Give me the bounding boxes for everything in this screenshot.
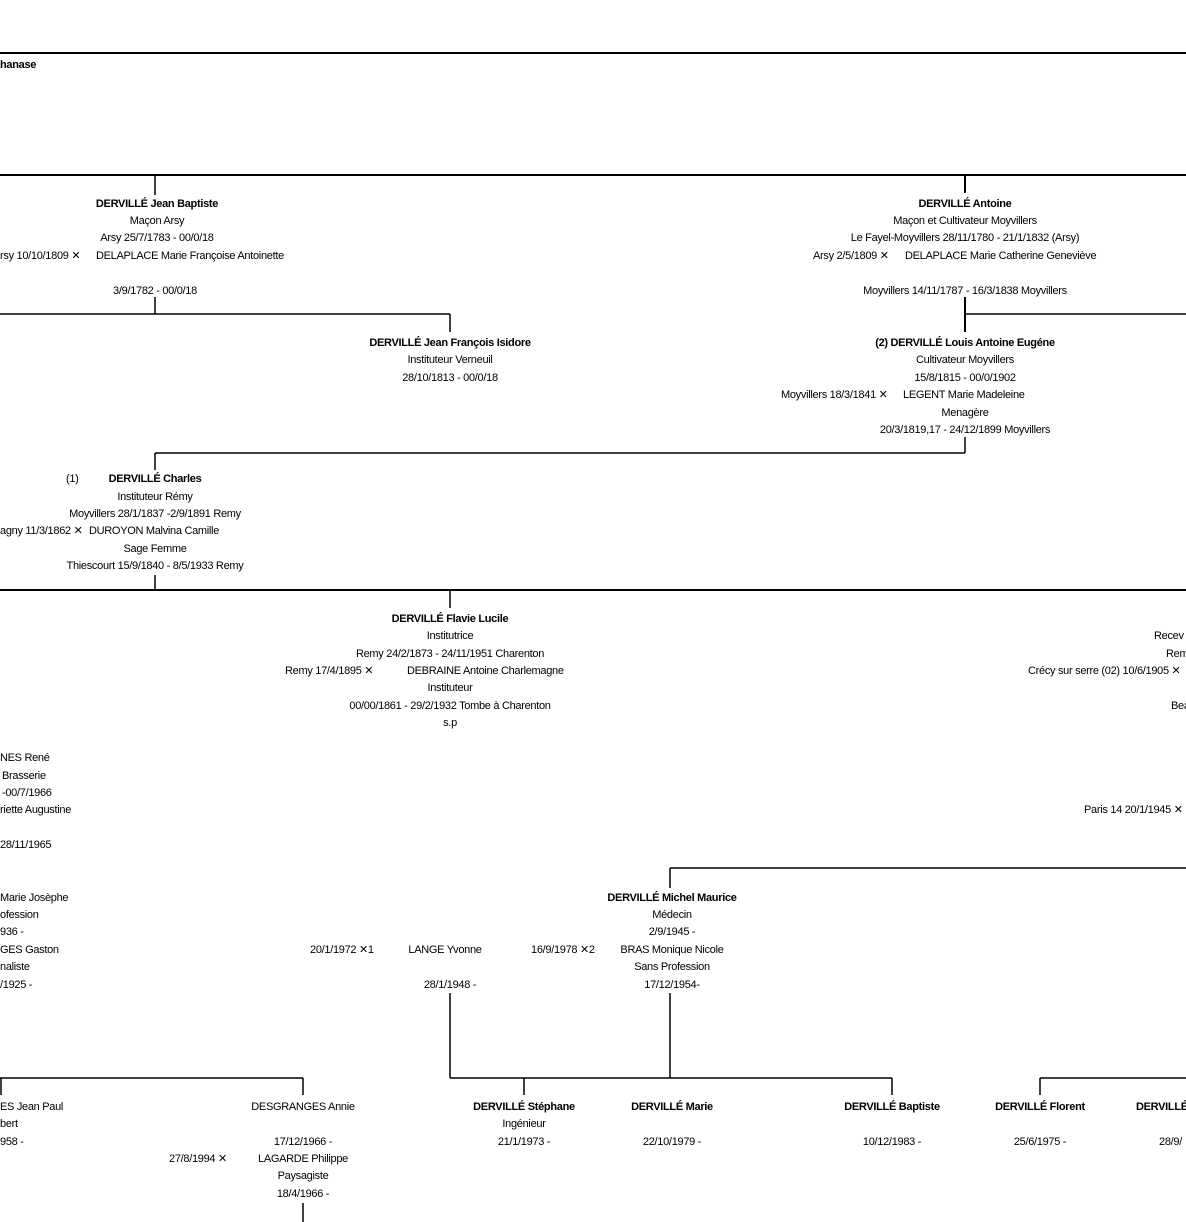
- person-name: DERVILLÉ Jean François Isidore: [369, 336, 531, 349]
- person-detail: Sans Profession: [634, 961, 710, 973]
- person-detail: Recev: [1154, 630, 1184, 642]
- person-detail: Instituteur: [427, 682, 473, 694]
- person-detail: rsy 10/10/1809 ✕: [0, 250, 80, 262]
- person-detail: Médecin: [652, 909, 692, 921]
- person-detail: 3/9/1782 - 00/0/18: [113, 285, 197, 297]
- person-detail: LAGARDE Philippe: [258, 1153, 348, 1165]
- person-detail: Maçon et Cultivateur Moyvillers: [893, 215, 1037, 227]
- person-detail: agny 11/3/1862 ✕: [0, 525, 83, 537]
- person-detail: Crécy sur serre (02) 10/6/1905 ✕: [1028, 665, 1180, 677]
- person-detail: DESGRANGES Annie: [251, 1101, 355, 1113]
- person-detail: Thiescourt 15/9/1840 - 8/5/1933 Remy: [67, 560, 245, 572]
- person-detail: ofession: [0, 909, 39, 921]
- person-detail: 27/8/1994 ✕: [169, 1153, 227, 1165]
- person-detail: (1): [66, 473, 79, 485]
- person-name: DERVILLÉ: [1136, 1100, 1186, 1113]
- person-detail: 2/9/1945 -: [649, 926, 696, 938]
- person-detail: Maçon Arsy: [130, 215, 185, 227]
- person-name: DERVILLÉ Flavie Lucile: [392, 612, 509, 625]
- person-detail: Moyvillers 14/11/1787 - 16/3/1838 Moyvil…: [863, 285, 1067, 297]
- person-detail: 18/4/1966 -: [277, 1188, 330, 1200]
- person-detail: naliste: [0, 961, 30, 973]
- person-detail: ES Jean Paul: [0, 1101, 63, 1113]
- person-detail: Marie Josèphe: [0, 892, 68, 904]
- person-detail: Moyvillers 28/1/1837 -2/9/1891 Remy: [69, 508, 242, 520]
- person-name: DERVILLÉ Antoine: [919, 197, 1012, 210]
- person-detail: riette Augustine: [0, 804, 71, 816]
- person-detail: bert: [0, 1118, 18, 1130]
- person-detail: 16/9/1978 ✕2: [531, 944, 595, 956]
- person-detail: DELAPLACE Marie Françoise Antoinette: [96, 250, 284, 262]
- person-detail: -00/7/1966: [2, 787, 52, 799]
- person-detail: 958 -: [0, 1136, 24, 1148]
- person-detail: /1925 -: [0, 979, 33, 991]
- person-detail: GES Gaston: [0, 944, 59, 956]
- person-detail: 15/8/1815 - 00/0/1902: [914, 372, 1016, 384]
- person-name: DERVILLÉ Jean Baptiste: [96, 197, 218, 210]
- person-detail: Institutrice: [427, 630, 474, 642]
- person-name: DERVILLÉ Marie: [631, 1100, 713, 1113]
- person-name: DERVILLÉ Charles: [109, 472, 202, 485]
- person-detail: Paris 14 20/1/1945 ✕: [1084, 804, 1183, 816]
- person-detail: 25/6/1975 -: [1014, 1136, 1067, 1148]
- person-detail: DUROYON Malvina Camille: [89, 525, 219, 537]
- person-detail: Moyvillers 18/3/1841 ✕: [781, 389, 888, 401]
- person-detail: 28/10/1813 - 00/0/18: [402, 372, 498, 384]
- person-name: hanase: [0, 59, 36, 71]
- person-detail: LEGENT Marie Madeleine: [903, 389, 1025, 401]
- person-detail: 17/12/1966 -: [274, 1136, 333, 1148]
- person-detail: 20/1/1972 ✕1: [310, 944, 374, 956]
- person-detail: 28/1/1948 -: [424, 979, 477, 991]
- person-detail: 10/12/1983 -: [863, 1136, 922, 1148]
- person-name: DERVILLÉ Florent: [995, 1100, 1085, 1113]
- person-detail: Remy 17/4/1895 ✕: [285, 665, 373, 677]
- person-detail: 21/1/1973 -: [498, 1136, 551, 1148]
- person-detail: NES René: [0, 752, 50, 764]
- person-detail: 936 -: [0, 926, 24, 938]
- person-detail: Rem: [1166, 648, 1186, 660]
- person-detail: Bea: [1171, 700, 1186, 712]
- person-detail: BRAS Monique Nicole: [620, 944, 723, 956]
- person-detail: DEBRAINE Antoine Charlemagne: [407, 665, 564, 677]
- person-name: (2) DERVILLÉ Louis Antoine Eugéne: [875, 336, 1055, 349]
- person-detail: 17/12/1954-: [644, 979, 700, 991]
- person-detail: Sage Femme: [123, 543, 186, 555]
- person-name: DERVILLÉ Baptiste: [844, 1100, 940, 1113]
- person-detail: 20/3/1819,17 - 24/12/1899 Moyvillers: [880, 424, 1051, 436]
- person-detail: Arsy 2/5/1809 ✕: [813, 250, 889, 262]
- person-detail: Cultivateur Moyvillers: [916, 354, 1015, 366]
- connectors: [0, 52, 1186, 1222]
- labels: hanase DERVILLÉ Jean Baptiste Maçon Arsy Ar…: [0, 59, 1186, 1200]
- person-detail: Remy 24/2/1873 - 24/11/1951 Charenton: [356, 648, 544, 660]
- person-detail: Le Fayel-Moyvillers 28/11/1780 - 21/1/18…: [851, 232, 1079, 244]
- person-name: DERVILLÉ Michel Maurice: [607, 891, 736, 904]
- person-name: DERVILLÉ Stéphane: [473, 1100, 575, 1113]
- person-detail: Instituteur Verneuil: [407, 354, 492, 366]
- person-detail: Paysagiste: [278, 1170, 329, 1182]
- person-detail: 22/10/1979 -: [643, 1136, 702, 1148]
- person-detail: DELAPLACE Marie Catherine Geneviève: [905, 250, 1096, 262]
- person-detail: Instituteur Rémy: [117, 491, 193, 503]
- person-detail: 28/9/: [1159, 1136, 1183, 1148]
- person-detail: Brasserie: [2, 770, 46, 782]
- person-detail: Ingénieur: [502, 1118, 546, 1130]
- person-detail: s.p: [443, 717, 457, 729]
- person-detail: Arsy 25/7/1783 - 00/0/18: [100, 232, 213, 244]
- person-detail: 28/11/1965: [0, 839, 51, 851]
- person-detail: LANGE Yvonne: [408, 944, 481, 956]
- person-detail: 00/00/1861 - 29/2/1932 Tombe à Charenton: [349, 700, 550, 712]
- person-detail: Menagère: [941, 407, 988, 419]
